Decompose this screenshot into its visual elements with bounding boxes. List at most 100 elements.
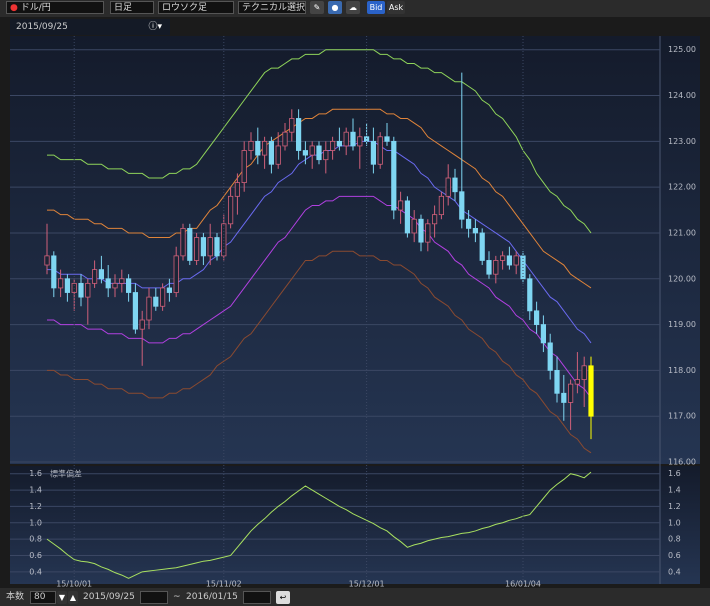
y-tick-label: 1.0 — [668, 518, 681, 527]
candle-body — [568, 383, 574, 403]
candle-body — [384, 136, 390, 142]
candle-body — [85, 282, 91, 298]
candle-body — [459, 191, 465, 220]
y-tick-label: 0.8 — [668, 535, 681, 544]
candle-body — [187, 227, 193, 261]
candle-body — [465, 218, 472, 229]
candle-body — [411, 218, 417, 234]
candle-body — [363, 136, 370, 142]
count-down[interactable]: ▼ — [57, 591, 67, 604]
candle-body — [445, 177, 451, 197]
technical-select[interactable]: テクニカル選択 — [238, 1, 306, 14]
candle-body — [295, 118, 302, 151]
period-select[interactable]: 日足 — [110, 1, 154, 14]
candle-body — [404, 200, 411, 234]
band-line — [47, 108, 592, 289]
y-tick-label: 1.0 — [29, 518, 42, 527]
candle-body — [146, 296, 152, 321]
candle-body — [581, 365, 587, 380]
x-tick-label: 15/12/01 — [349, 580, 385, 589]
candle-body — [139, 319, 145, 330]
candle-body — [153, 296, 159, 307]
date-box: 2015/09/25 ⓘ▾ — [10, 19, 170, 35]
info-icon[interactable]: ⓘ▾ — [148, 22, 162, 32]
candle-body — [159, 287, 166, 307]
candle-body — [513, 255, 519, 266]
from-time[interactable] — [140, 591, 168, 604]
draw-tool[interactable]: ✎ — [310, 1, 324, 14]
candle-body — [78, 282, 84, 298]
x-tick-label: 15/11/02 — [206, 580, 242, 589]
candle-body — [92, 269, 98, 284]
pair-select[interactable]: ● ドル/円 — [6, 1, 104, 14]
candle-body — [44, 255, 50, 266]
y-tick-label: 125.00 — [668, 45, 696, 54]
y-tick-label: 0.6 — [668, 551, 681, 560]
candle-body — [350, 131, 356, 147]
candle-body — [193, 237, 200, 261]
y-tick-label: 0.8 — [29, 535, 42, 544]
candle-body — [112, 282, 118, 289]
candle-body — [234, 182, 240, 197]
candle-body — [316, 145, 322, 161]
candle-body — [126, 278, 132, 293]
candle-body — [302, 150, 309, 156]
candle-body — [377, 136, 383, 165]
candle-body — [132, 292, 138, 330]
candle-body — [241, 150, 247, 183]
to-time[interactable] — [243, 591, 271, 604]
y-tick-label: 124.00 — [668, 91, 696, 100]
candle-body — [323, 150, 329, 161]
candle-body — [275, 145, 281, 165]
y-tick-label: 123.00 — [668, 137, 696, 146]
candle-body — [180, 227, 186, 257]
y-tick-label: 1.6 — [29, 469, 42, 478]
candle-body — [370, 140, 377, 165]
candle-body — [561, 392, 567, 403]
y-tick-label: 121.00 — [668, 228, 696, 237]
style-select[interactable]: ロウソク足 — [158, 1, 234, 14]
candle-body — [173, 255, 179, 293]
y-tick-label: 120.00 — [668, 274, 696, 283]
sub-panel — [10, 466, 700, 584]
band-line — [47, 250, 592, 454]
count-input[interactable]: 80 — [30, 591, 56, 604]
band-line — [47, 49, 592, 234]
candle-body — [425, 223, 431, 243]
count-label: 本数 — [6, 592, 25, 602]
candle-body — [98, 269, 104, 280]
candle-body — [499, 255, 506, 261]
candle-body — [64, 278, 70, 293]
y-tick-label: 117.00 — [668, 412, 696, 421]
candle-body — [431, 214, 438, 225]
candle-body — [527, 278, 533, 312]
candle-body — [207, 237, 213, 257]
candle-body — [268, 140, 275, 165]
count-up[interactable]: ▲ — [68, 591, 78, 604]
candle-body — [214, 237, 220, 257]
candle-body — [261, 140, 268, 156]
main-panel — [10, 36, 700, 464]
candle-body — [493, 260, 499, 275]
x-tick-label: 16/01/04 — [505, 580, 541, 589]
candle-body — [418, 218, 424, 243]
candle-body — [227, 195, 234, 225]
info-tool[interactable]: ● — [328, 1, 342, 14]
chart: 標準偏差 116.00117.00118.00119.00120.00121.0… — [10, 36, 700, 589]
candle-body — [255, 140, 261, 156]
candle-body — [329, 140, 336, 151]
y-tick-label: 1.4 — [668, 486, 681, 495]
y-tick-label: 118.00 — [668, 366, 696, 375]
y-tick-label: 0.6 — [29, 551, 42, 560]
reset-button[interactable]: ↩ — [276, 591, 290, 604]
candle-body — [397, 200, 404, 211]
candle-body — [282, 131, 288, 147]
ask-button[interactable]: Ask — [387, 1, 405, 14]
toolbar: ● ドル/円 日足 ロウソク足 テクニカル選択 ✎ ● ☁ Bid Ask — [0, 0, 710, 17]
cloud-tool[interactable]: ☁ — [346, 1, 360, 14]
y-tick-label: 116.00 — [668, 458, 696, 467]
x-tick-label: 15/10/01 — [56, 580, 92, 589]
candle-body — [554, 369, 560, 394]
bid-button[interactable]: Bid — [367, 1, 385, 14]
candle-body — [479, 232, 485, 261]
